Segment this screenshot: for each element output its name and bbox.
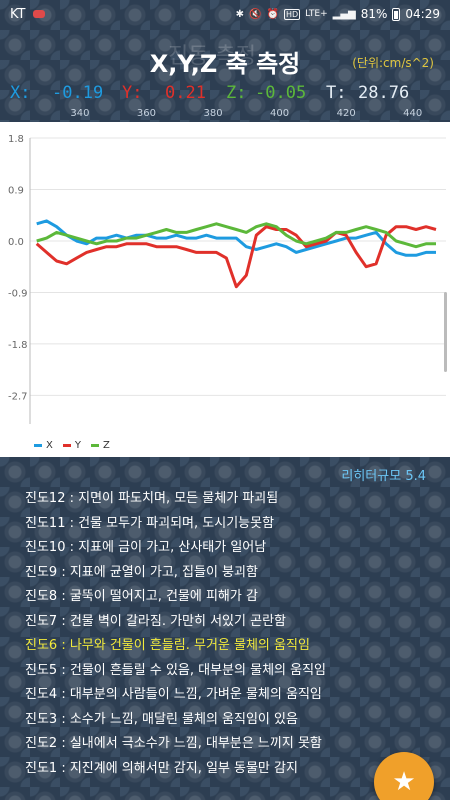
intensity-level-item: 진도4 : 대부분의 사람들이 느낌, 가벼운 물체의 움직임 xyxy=(25,687,322,702)
battery-icon xyxy=(392,7,401,21)
unit-label: (단위:cm/s^2) xyxy=(352,56,434,70)
status-bar: KT ✱ 🔇 ⏰ HD LTE+ ▂▄▆ 81% 04:29 xyxy=(0,0,450,28)
chart-panel: 1.8 0.9 0.0 -0.9 -1.8 -2.7 X Y Z xyxy=(0,122,450,457)
legend-swatch xyxy=(90,444,99,447)
intensity-level-item: 진도8 : 굴뚝이 떨어지고, 건물에 피해가 감 xyxy=(25,589,258,604)
carrier-label: KT xyxy=(10,6,26,22)
legend-swatch xyxy=(34,444,42,447)
page-title: X,Y,Z 축 측정 xyxy=(149,50,301,78)
series-line-y xyxy=(35,225,437,289)
x-readout-value: -0.19 xyxy=(52,83,104,103)
x-axis-ticks: 340 360 380 400 420 440 xyxy=(0,108,450,122)
x-tick-label: 420 xyxy=(336,108,356,119)
intensity-level-item: 진도6 : 나무와 건물이 흔들림. 무거운 물체의 움직임 xyxy=(25,638,310,653)
y-tick-label: 0.9 xyxy=(8,185,24,196)
legend-label: Z xyxy=(102,440,110,451)
ghost-title: 진동 측정 xyxy=(168,44,256,69)
info-panel: 리히터규모 5.4 진도12 : 지면이 파도치며, 모든 물체가 파괴됨 진도1… xyxy=(0,457,450,800)
clock: 04:29 xyxy=(405,7,440,21)
y-tick-label: 1.8 xyxy=(8,134,24,145)
legend-label: Y xyxy=(74,440,81,451)
y-readout-value: 0.21 xyxy=(165,83,206,103)
intensity-level-item: 진도2 : 실내에서 극소수가 느낌, 대부분은 느끼지 못함 xyxy=(25,736,322,751)
x-tick-label: 340 xyxy=(70,108,90,119)
z-readout-label: Z: xyxy=(226,83,247,103)
legend-swatch xyxy=(62,444,71,447)
bluetooth-icon: ✱ xyxy=(235,8,245,20)
intensity-level-item: 진도12 : 지면이 파도치며, 모든 물체가 파괴됨 xyxy=(25,491,279,506)
app-header: 진동 측정 X,Y,Z 축 측정 (단위:cm/s^2) xyxy=(0,28,450,80)
x-tick-label: 400 xyxy=(270,108,290,119)
intensity-level-item: 진도1 : 지진계에 의해서만 감지, 일부 동물만 감지 xyxy=(25,760,298,776)
header-background xyxy=(0,0,450,122)
mute-icon: 🔇 xyxy=(249,8,262,20)
intensity-level-item: 진도9 : 지표에 균열이 가고, 집들이 붕괴함 xyxy=(25,564,258,580)
signal-icon: ▂▄▆ xyxy=(332,8,356,20)
chart-legend: X Y Z xyxy=(34,440,110,451)
intensity-level-item: 진도7 : 건물 벽이 갈라짐. 가만히 서있기 곤란함 xyxy=(25,613,286,629)
favorite-button[interactable]: ★ xyxy=(374,752,434,800)
x-readout-label: X: xyxy=(10,83,31,103)
y-readout-label: Y: xyxy=(122,83,143,103)
axis-readouts: X: -0.19 Y: 0.21 Z: -0.05 T: 28.76 xyxy=(0,80,450,108)
t-readout-value: 28.76 xyxy=(358,83,410,103)
intensity-level-item: 진도10 : 지표에 금이 가고, 산사태가 일어남 xyxy=(25,540,267,555)
line-chart: 1.8 0.9 0.0 -0.9 -1.8 -2.7 xyxy=(8,134,446,424)
series-line-x xyxy=(36,219,436,257)
intensity-level-item: 진도5 : 건물이 흔들릴 수 있음, 대부분의 물체의 움직임 xyxy=(25,662,327,678)
legend-item-x: X xyxy=(34,440,53,451)
chart-scrollbar[interactable] xyxy=(444,292,447,372)
battery-percent: 81% xyxy=(360,7,388,21)
legend-item-y: Y xyxy=(62,440,81,451)
info-background xyxy=(0,457,450,800)
intensity-level-item: 진도3 : 소수가 느낌, 매달린 물체의 움직임이 있음 xyxy=(25,711,298,727)
x-tick-label: 380 xyxy=(203,108,223,119)
x-tick-label: 440 xyxy=(403,108,423,119)
series-line-z xyxy=(36,222,436,249)
star-icon: ★ xyxy=(392,767,416,797)
y-tick-label: -2.7 xyxy=(8,391,28,402)
y-tick-label: -0.9 xyxy=(8,288,28,299)
legend-label: X xyxy=(46,440,53,451)
t-readout-label: T: xyxy=(326,83,347,103)
alarm-icon: ⏰ xyxy=(266,8,279,20)
intensity-level-item: 진도11 : 건물 모두가 파괴되며, 도시기능못함 xyxy=(25,515,275,531)
notification-icon xyxy=(33,10,46,18)
z-readout-value: -0.05 xyxy=(255,83,307,103)
x-tick-label: 360 xyxy=(136,108,157,119)
hd-badge: HD xyxy=(283,8,301,20)
network-type: LTE+ xyxy=(305,9,328,19)
legend-item-z: Z xyxy=(90,440,110,451)
y-tick-label: 0.0 xyxy=(8,237,24,248)
magnitude-label: 리히터규모 5.4 xyxy=(341,469,426,484)
y-tick-label: -1.8 xyxy=(8,340,28,351)
